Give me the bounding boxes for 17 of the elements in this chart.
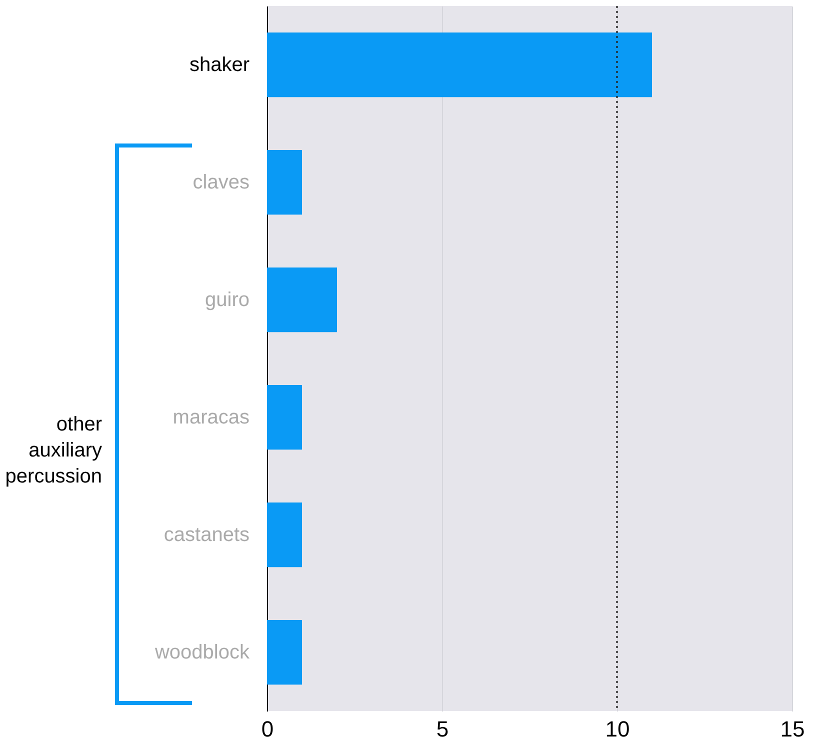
text: other auxiliary percussion — [5, 413, 102, 488]
bar — [267, 384, 302, 450]
y-tick-label: claves — [192, 171, 250, 194]
y-tick-label: woodblock — [154, 641, 250, 664]
x-tick-label: 10 — [605, 716, 630, 742]
y-tick-label: guiro — [205, 288, 250, 311]
bar — [267, 32, 652, 98]
bar — [267, 502, 302, 568]
bar — [267, 267, 337, 332]
y-tick-label: shaker — [189, 54, 250, 76]
x-tick-label: 5 — [436, 716, 449, 742]
x-tick-label: 0 — [261, 716, 274, 742]
bar — [267, 150, 302, 215]
y-tick-label: maracas — [172, 406, 250, 428]
x-tick-label: 15 — [780, 716, 805, 742]
y-tick-label: castanets — [164, 524, 250, 546]
bar — [267, 620, 302, 685]
